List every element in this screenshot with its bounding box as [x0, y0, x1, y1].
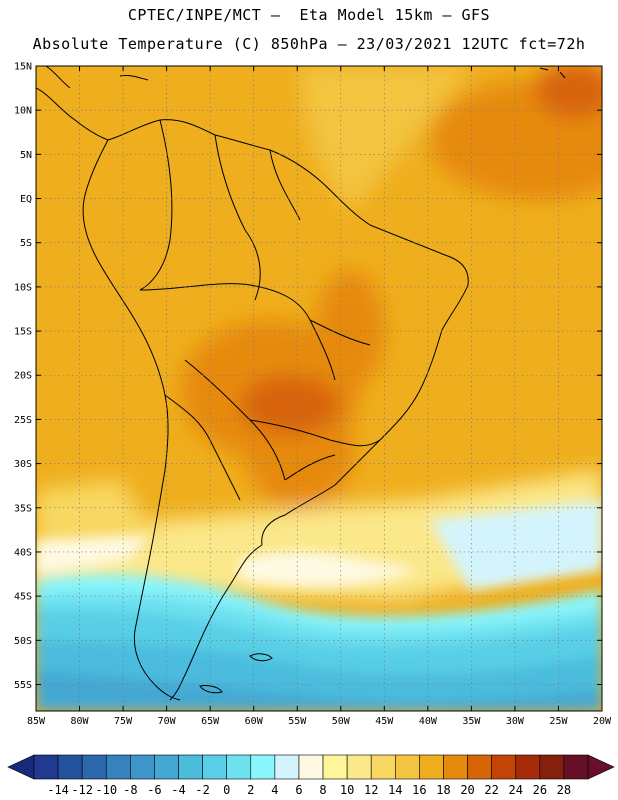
- latitude-tick-label: 50S: [14, 636, 32, 647]
- latitude-tick-label: 30S: [14, 459, 32, 470]
- colorbar-swatch: [154, 754, 179, 780]
- colorbar-over-arrow: [587, 754, 615, 780]
- latitude-tick-label: 10S: [14, 282, 32, 293]
- colorbar-swatch: [563, 754, 589, 780]
- latitude-axis: 15N 10N 5N EQ 5S 10S 15S 20S 25S 30S 35S 40S 45S 50S 5…: [14, 62, 602, 691]
- colorbar-swatch: [250, 754, 276, 780]
- latitude-tick-label: 55S: [14, 680, 32, 691]
- longitude-tick-label: 45W: [375, 716, 394, 727]
- map-title-line1: CPTEC/INPE/MCT – Eta Model 15km – GFS: [127, 6, 491, 24]
- colorbar-swatch: [130, 754, 155, 780]
- longitude-axis: 85W 80W 75W 70W 65W 60W 55W 50W 45W 40W 35W 30W 25W 2…: [27, 66, 612, 727]
- longitude-tick-label: 50W: [332, 716, 351, 727]
- colorbar-tick-label: 6: [295, 783, 302, 797]
- colorbar-swatch: [491, 754, 517, 780]
- colorbar-tick-label: 22: [484, 783, 498, 797]
- longitude-tick-label: 55W: [288, 716, 307, 727]
- colorbar-swatch: [33, 754, 59, 780]
- colorbar-swatch: [515, 754, 541, 780]
- longitude-tick-label: 80W: [71, 716, 90, 727]
- colorbar-swatch: [81, 754, 107, 780]
- colorbar-tick-label: 28: [557, 783, 571, 797]
- colorbar-tick-label: -2: [195, 783, 209, 797]
- latitude-tick-label: EQ: [20, 194, 32, 205]
- colorbar-swatch: [274, 754, 300, 780]
- colorbar-tick-label: 18: [436, 783, 450, 797]
- latitude-tick-label: 45S: [14, 592, 32, 603]
- colorbar-tick-label: 2: [247, 783, 254, 797]
- map-frame: [35, 65, 603, 712]
- longitude-tick-label: 85W: [27, 716, 46, 727]
- colorbar-tick-label: -4: [171, 783, 185, 797]
- colorbar-tick-label: -10: [95, 783, 117, 797]
- colorbar-tick-label: 14: [388, 783, 402, 797]
- longitude-tick-label: 35W: [462, 716, 481, 727]
- longitude-tick-label: 30W: [506, 716, 525, 727]
- colorbar-swatch: [226, 754, 252, 780]
- colorbar-swatch: [370, 754, 396, 780]
- colorbar-swatch: [395, 754, 420, 780]
- colorbar-tick-label: 24: [509, 783, 523, 797]
- colorbar-tick-label: 4: [271, 783, 278, 797]
- colorbar-tick-label: -6: [147, 783, 161, 797]
- latitude-tick-label: 25S: [14, 415, 32, 426]
- map-title-line2: Absolute Temperature (C) 850hPa – 23/03/…: [32, 35, 586, 53]
- colorbar-swatch: [346, 754, 372, 780]
- latitude-tick-label: 5S: [20, 238, 32, 249]
- colorbar-swatch: [467, 754, 492, 780]
- colorbar-swatch: [443, 754, 468, 780]
- latitude-tick-label: 15S: [14, 327, 32, 338]
- latitude-tick-label: 20S: [14, 371, 32, 382]
- colorbar-tick-label: 16: [412, 783, 426, 797]
- colorbar-tick-label: 8: [319, 783, 326, 797]
- colorbar-tick-label: -8: [123, 783, 137, 797]
- colorbar-tick-label: 10: [340, 783, 354, 797]
- latitude-tick-label: 15N: [14, 62, 32, 73]
- colorbar-swatch: [57, 754, 83, 780]
- colorbar-tick-label: -14: [47, 783, 69, 797]
- longitude-tick-label: 25W: [549, 716, 568, 727]
- color-bar: -14 -12 -10 -8 -6 -4 -2 0 2 4 6 8 10 12 14 16 18 20 22 24 26…: [7, 754, 615, 797]
- longitude-tick-label: 70W: [158, 716, 177, 727]
- longitude-tick-label: 40W: [419, 716, 438, 727]
- longitude-tick-label: 20W: [593, 716, 612, 727]
- colorbar-tick-label: 26: [533, 783, 547, 797]
- colorbar-swatch: [178, 754, 203, 780]
- longitude-tick-label: 75W: [114, 716, 133, 727]
- colorbar-swatch: [322, 754, 348, 780]
- colorbar-swatch: [105, 754, 131, 780]
- colorbar-swatch: [202, 754, 227, 780]
- colorbar-swatch: [539, 754, 565, 780]
- latitude-tick-label: 40S: [14, 547, 32, 558]
- colorbar-swatch: [419, 754, 444, 780]
- colorbar-tick-label: 12: [364, 783, 378, 797]
- colorbar-tick-label: 20: [460, 783, 474, 797]
- colorbar-tick-label: 0: [223, 783, 230, 797]
- longitude-tick-label: 60W: [245, 716, 264, 727]
- latitude-tick-label: 10N: [14, 106, 32, 117]
- latitude-tick-label: 35S: [14, 503, 32, 514]
- colorbar-tick-label: -12: [71, 783, 93, 797]
- longitude-tick-label: 65W: [201, 716, 220, 727]
- colorbar-swatch: [298, 754, 324, 780]
- latitude-tick-label: 5N: [20, 150, 32, 161]
- colorbar-under-arrow: [7, 754, 35, 780]
